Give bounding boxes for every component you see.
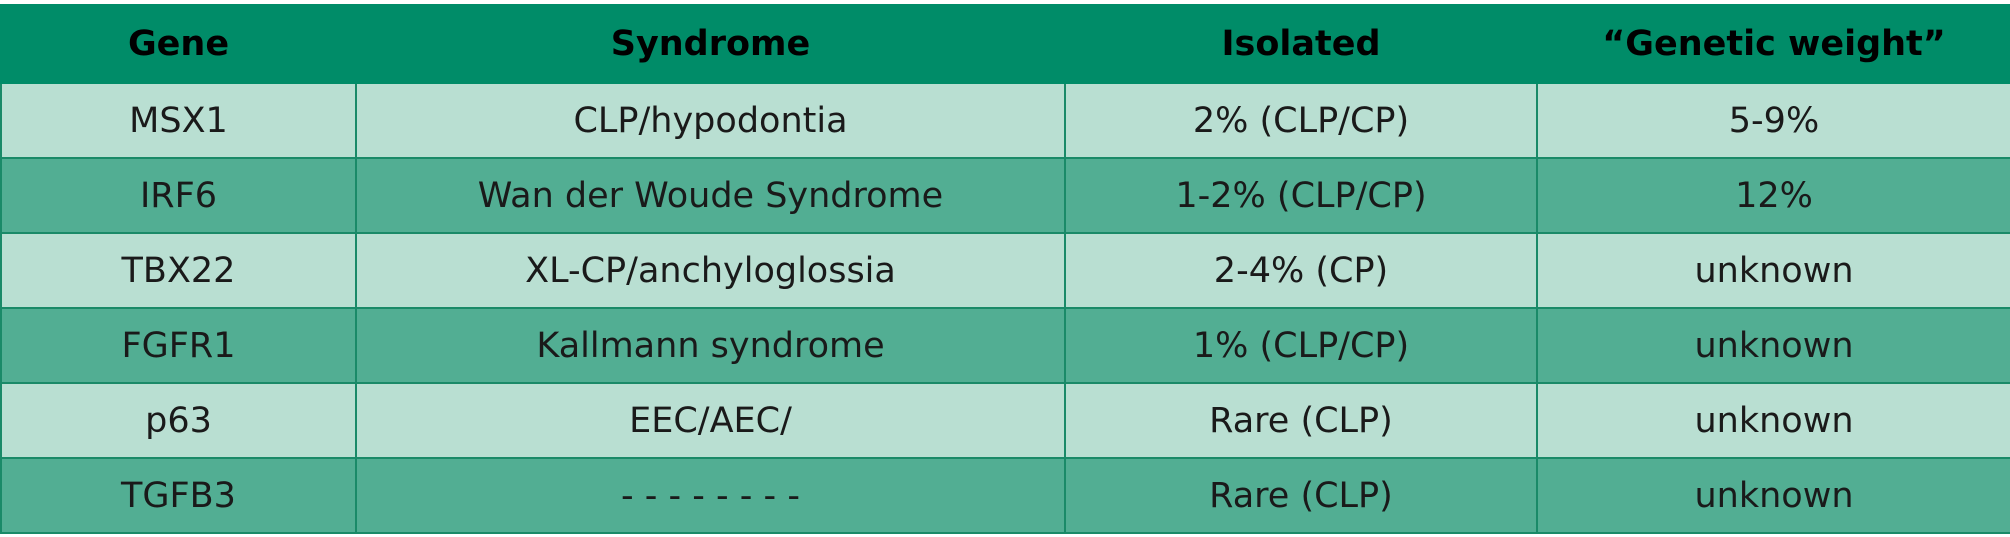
header-cell: Isolated bbox=[1064, 4, 1538, 84]
header-cell: Gene bbox=[0, 4, 357, 84]
table-row: FGFR1 Kallmann syndrome 1% (CLP/CP) unknown bbox=[0, 307, 2010, 384]
header-cell: “Genetic weight” bbox=[1536, 4, 2010, 84]
table-cell: Kallmann syndrome bbox=[355, 307, 1066, 384]
table-cell: 2% (CLP/CP) bbox=[1064, 82, 1538, 159]
table-cell: 12% bbox=[1536, 157, 2010, 234]
table-cell: 1-2% (CLP/CP) bbox=[1064, 157, 1538, 234]
table-cell: Wan der Woude Syndrome bbox=[355, 157, 1066, 234]
table-row: TGFB3- - - - - - - - Rare (CLP) unknown bbox=[0, 457, 2010, 534]
table-row: IRF6 Wan der Woude Syndrome 1-2% (CLP/CP) 1… bbox=[0, 157, 2010, 234]
table-cell: TBX22 bbox=[0, 232, 357, 309]
table-row: MSX1 CLP/hypodontia 2% (CLP/CP) 5-9% bbox=[0, 82, 2010, 159]
table-cell: FGFR1 bbox=[0, 307, 357, 384]
table-cell: EEC/AEC/ bbox=[355, 382, 1066, 459]
table-cell: MSX1 bbox=[0, 82, 357, 159]
table-cell: p63 bbox=[0, 382, 357, 459]
header-row: Gene Syndrome Isolated “Genetic weight” bbox=[0, 4, 2010, 84]
table-cell: 1% (CLP/CP) bbox=[1064, 307, 1538, 384]
table-cell: TGFB3 bbox=[0, 457, 357, 534]
gene-table: Gene Syndrome Isolated “Genetic weight” MSX… bbox=[0, 4, 2010, 534]
table-cell: Rare (CLP) bbox=[1064, 382, 1538, 459]
table-row: TBX22 XL-CP/anchyloglossia 2-4% (CP) unknow… bbox=[0, 232, 2010, 309]
table-cell: unknown bbox=[1536, 382, 2010, 459]
table-cell: unknown bbox=[1536, 232, 2010, 309]
table-cell: IRF6 bbox=[0, 157, 357, 234]
table-cell: 5-9% bbox=[1536, 82, 2010, 159]
table-cell: CLP/hypodontia bbox=[355, 82, 1066, 159]
table-cell: Rare (CLP) bbox=[1064, 457, 1538, 534]
header-cell: Syndrome bbox=[355, 4, 1066, 84]
table-row: p63 EEC/AEC/Rare (CLP) unknown bbox=[0, 382, 2010, 459]
table-cell: - - - - - - - - bbox=[355, 457, 1066, 534]
table-body: MSX1 CLP/hypodontia 2% (CLP/CP) 5-9% IRF6 Wan… bbox=[0, 82, 2010, 534]
table-cell: XL-CP/anchyloglossia bbox=[355, 232, 1066, 309]
table-cell: unknown bbox=[1536, 307, 2010, 384]
table-cell: unknown bbox=[1536, 457, 2010, 534]
table-cell: 2-4% (CP) bbox=[1064, 232, 1538, 309]
